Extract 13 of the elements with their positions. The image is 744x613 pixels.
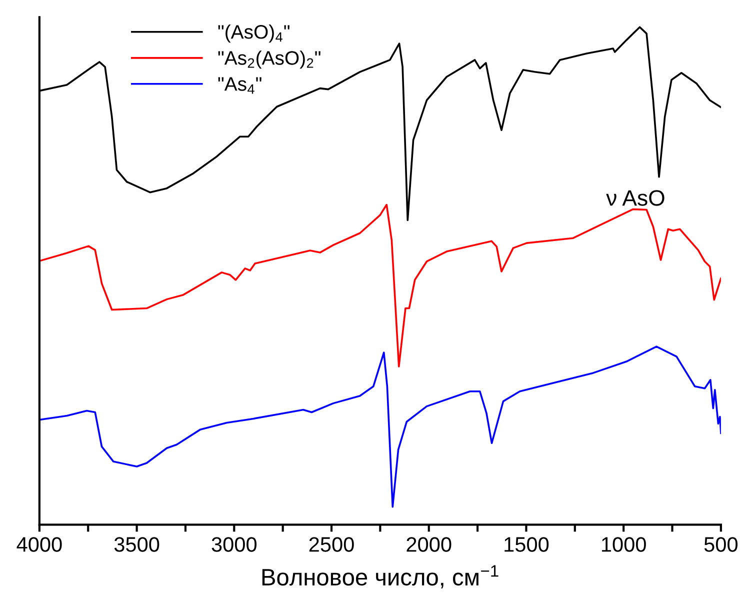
x-tick-label: 1000 [602, 537, 646, 552]
x-tick-label: 1500 [504, 537, 549, 552]
legend-label: "(AsO)$_{4}$" [218, 24, 290, 43]
x-tick-label: 500 [704, 537, 738, 552]
x-axis-title: Волновое число, см$^{−1}$ [262, 565, 498, 588]
legend-label: "As$_{2}$(AsO)$_{2}$" [218, 50, 320, 69]
annotation: ν AsO [606, 190, 664, 206]
legend-label: "As$_{4}$" [218, 77, 262, 94]
x-tick-label: 3500 [114, 537, 160, 552]
x-tick-label: 2000 [406, 537, 452, 552]
x-tick-label: 3000 [212, 537, 257, 552]
x-tick-label: 2500 [309, 537, 354, 552]
x-tick-label: 4000 [16, 537, 62, 552]
